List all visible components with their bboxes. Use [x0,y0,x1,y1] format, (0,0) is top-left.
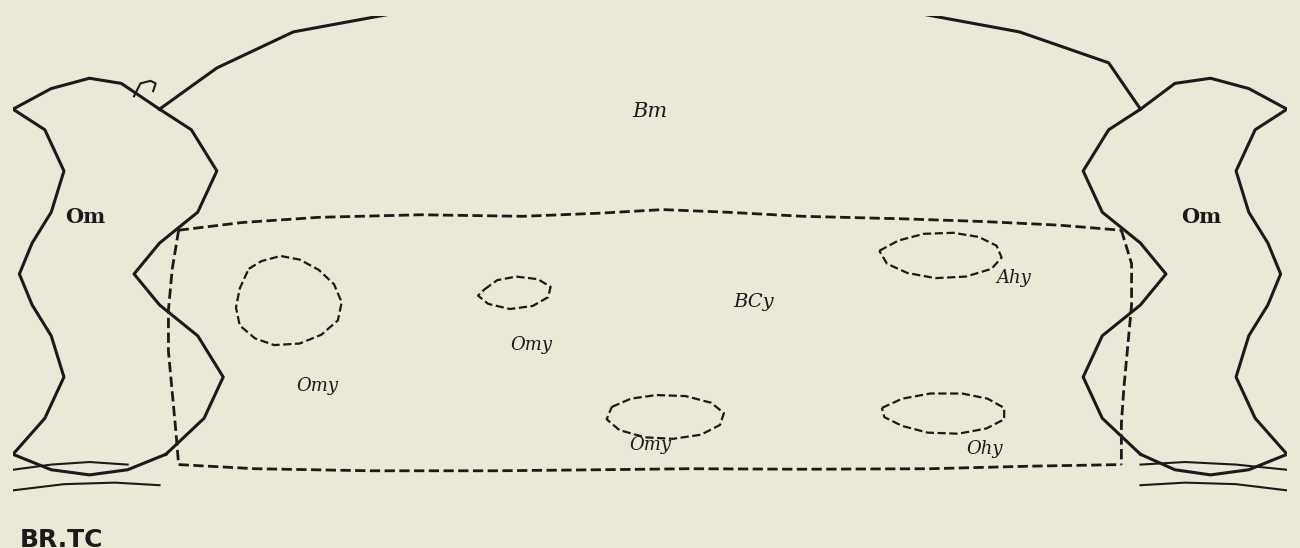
Text: Omy: Omy [629,436,671,454]
Text: Ahy: Ahy [997,269,1031,287]
Text: Omy: Omy [296,377,338,395]
Text: BR.TC: BR.TC [20,528,103,548]
Text: Omy: Omy [510,336,552,354]
Text: Om: Om [1182,207,1222,227]
Text: Ohy: Ohy [966,440,1002,458]
Text: BCy: BCy [733,293,774,311]
Text: Om: Om [65,207,105,227]
Text: Bm: Bm [632,102,668,121]
